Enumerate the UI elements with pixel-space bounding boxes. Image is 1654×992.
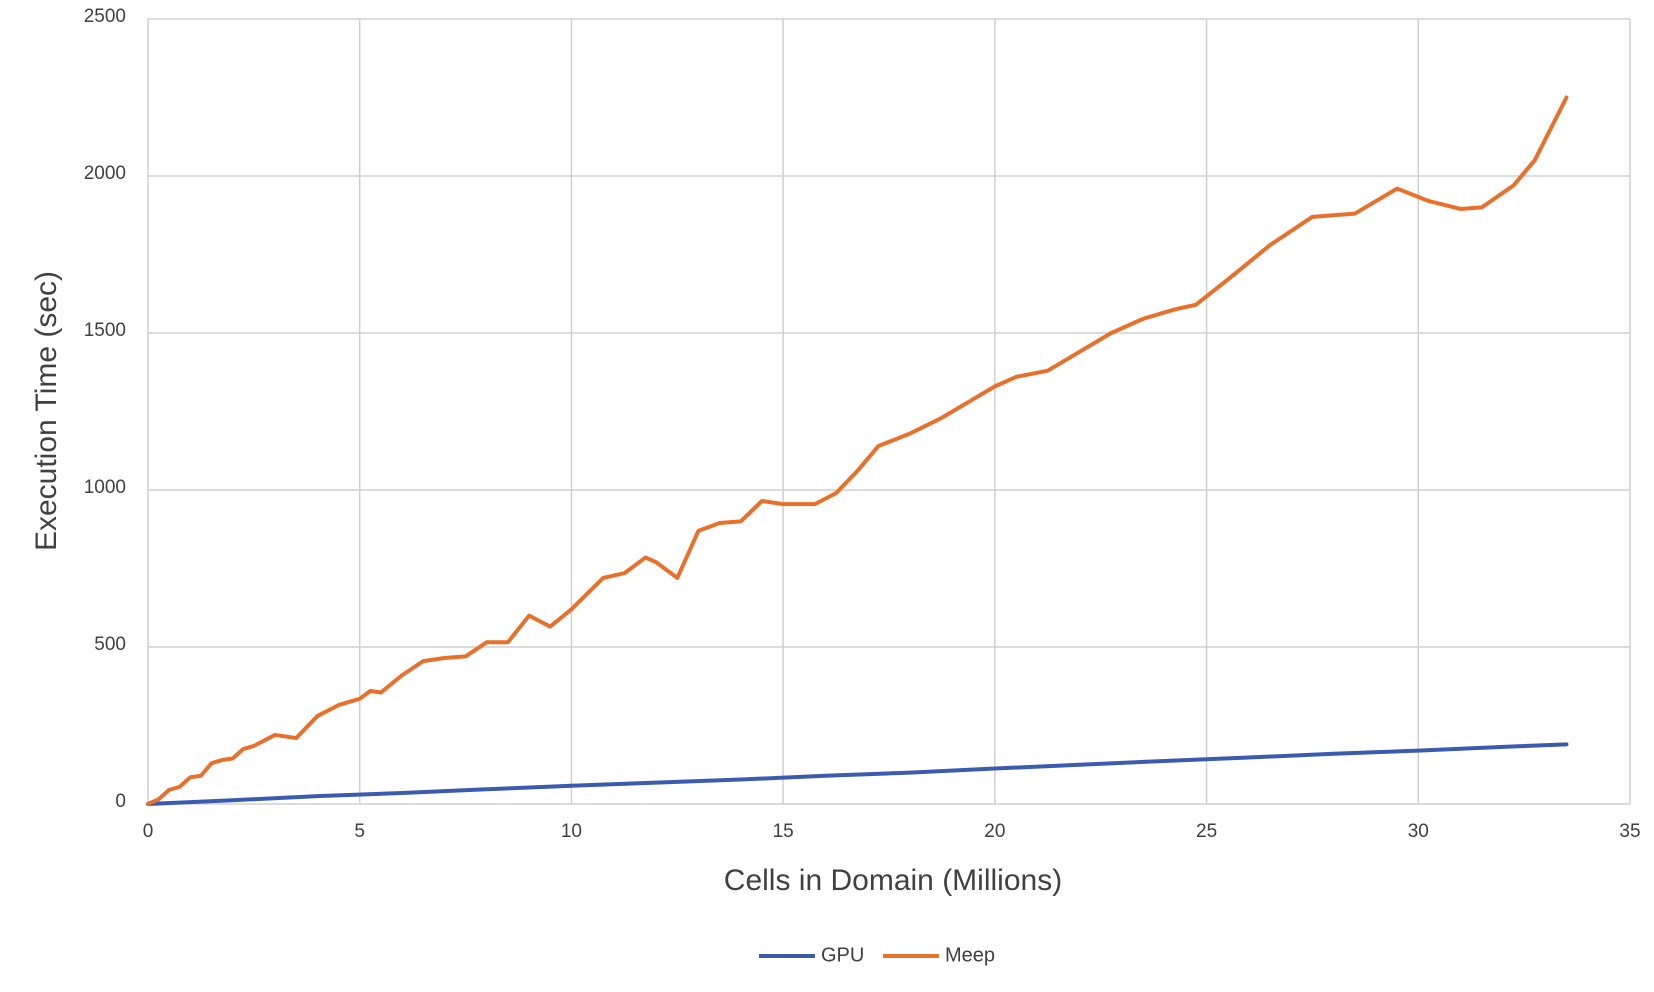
y-tick-label: 1500 (84, 320, 126, 341)
x-tick-label: 30 (1408, 821, 1429, 842)
series-line (146, 742, 1569, 806)
x-tick-label: 25 (1196, 821, 1217, 842)
x-tick-label: 35 (1619, 821, 1640, 842)
y-tick-label: 0 (115, 791, 126, 812)
y-tick-label: 500 (94, 634, 126, 655)
y-tick-label: 1000 (84, 477, 126, 498)
y-axis-title: Execution Time (sec) (30, 271, 63, 551)
x-tick-label: 10 (561, 821, 582, 842)
x-tick-label: 20 (984, 821, 1005, 842)
legend-label: GPU (821, 944, 864, 966)
series-line (146, 95, 1569, 806)
y-tick-label: 2500 (84, 6, 126, 27)
x-tick-label: 0 (143, 821, 154, 842)
x-tick-label: 15 (773, 821, 794, 842)
y-tick-label: 2000 (84, 163, 126, 184)
x-axis-title: Cells in Domain (Millions) (724, 864, 1062, 897)
x-tick-label: 5 (354, 821, 365, 842)
legend-label: Meep (945, 944, 995, 966)
